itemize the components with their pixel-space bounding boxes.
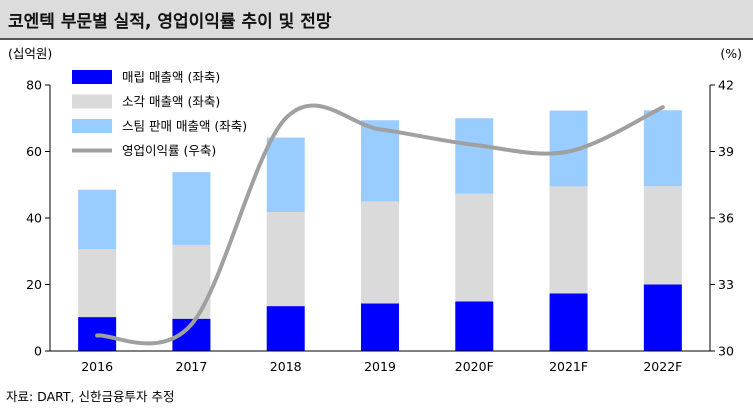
legend-label-series-2: 스팀 판매 매출액 (좌축): [122, 119, 247, 134]
left-tick-label: 40: [26, 211, 42, 226]
right-tick-label: 36: [718, 211, 734, 226]
title-bar: 코엔텍 부문별 실적, 영업이익률 추이 및 전망: [0, 0, 753, 38]
title-rule: [0, 38, 753, 40]
operating-margin-line: [95, 103, 665, 346]
bar-2021F-series-1: [549, 186, 588, 294]
x-tick-label: 2021F: [549, 359, 588, 374]
x-tick-label: 2022F: [643, 359, 682, 374]
bar-2019-series-0: [361, 303, 399, 351]
x-tick-label: 2017: [176, 359, 208, 374]
bar-2016-series-1: [78, 249, 117, 318]
bar-2022F-series-0: [643, 284, 682, 351]
bar-2021F-series-0: [549, 293, 588, 351]
x-tick-label: 2016: [81, 359, 113, 374]
right-axis-unit: (%): [720, 46, 742, 61]
legend-label-line: 영업이익률 (우축): [122, 143, 216, 158]
bar-2022F-series-1: [643, 186, 682, 285]
bar-2022F-series-2: [643, 110, 682, 187]
bar-2020F-series-1: [455, 193, 494, 302]
chart-title: 코엔텍 부문별 실적, 영업이익률 추이 및 전망: [8, 12, 332, 32]
right-tick-label: 30: [718, 344, 734, 359]
left-tick-label: 0: [34, 344, 42, 359]
x-tick-label: 2020F: [455, 359, 494, 374]
bar-2017-series-2: [172, 172, 211, 245]
legend-swatch-series-0: [72, 70, 112, 84]
right-tick-label: 33: [718, 277, 734, 292]
legend-swatch-series-2: [72, 119, 112, 133]
left-tick-label: 60: [26, 144, 42, 159]
bar-2018-series-0: [266, 306, 305, 351]
legend-label-series-1: 소각 매출액 (좌축): [122, 94, 220, 109]
right-tick-label: 42: [718, 78, 734, 93]
source-note: 자료: DART, 신한금융투자 추정: [6, 389, 175, 404]
left-tick-label: 80: [26, 78, 42, 93]
right-tick-label: 39: [718, 144, 734, 159]
bar-2016-series-2: [78, 189, 117, 250]
x-tick-label: 2019: [364, 359, 396, 374]
bar-2020F-series-2: [455, 118, 494, 194]
bar-2019-series-1: [361, 201, 399, 304]
bar-2018-series-1: [266, 212, 305, 307]
legend-label-series-0: 매립 매출액 (좌축): [122, 70, 220, 85]
bar-2019-series-2: [361, 120, 399, 202]
x-tick-label: 2018: [270, 359, 302, 374]
bar-2018-series-2: [266, 137, 305, 213]
bar-2020F-series-0: [455, 301, 494, 351]
left-tick-label: 20: [26, 277, 42, 292]
left-axis-unit: (십억원): [8, 46, 52, 61]
legend-swatch-series-1: [72, 94, 112, 109]
